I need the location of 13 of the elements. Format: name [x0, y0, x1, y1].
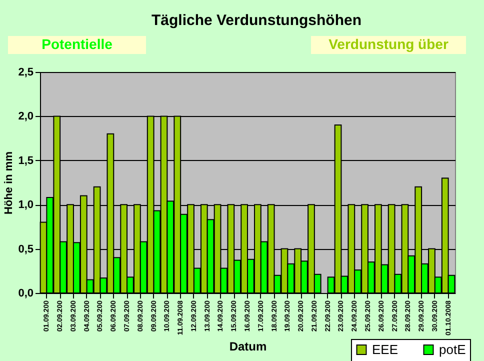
- legend-label: potE: [439, 342, 466, 357]
- y-tick-label: 1,5: [18, 154, 34, 167]
- x-axis-title: Datum: [229, 340, 267, 354]
- text: Verdunstung über: [328, 36, 449, 52]
- y-tick-label: 2,0: [18, 110, 34, 123]
- y-tick-label: 1,0: [18, 199, 34, 212]
- y-tick-label: 2,5: [18, 66, 34, 78]
- y-axis-title: Höhe in mm: [3, 151, 16, 214]
- y-tick-label: 0,5: [18, 243, 34, 256]
- y-tick-label: 0,0: [18, 288, 34, 300]
- text: Potentielle: [42, 36, 113, 52]
- chart-title: Tägliche Verdunstungshöhen: [151, 12, 362, 29]
- legend-label: EEE: [372, 342, 398, 357]
